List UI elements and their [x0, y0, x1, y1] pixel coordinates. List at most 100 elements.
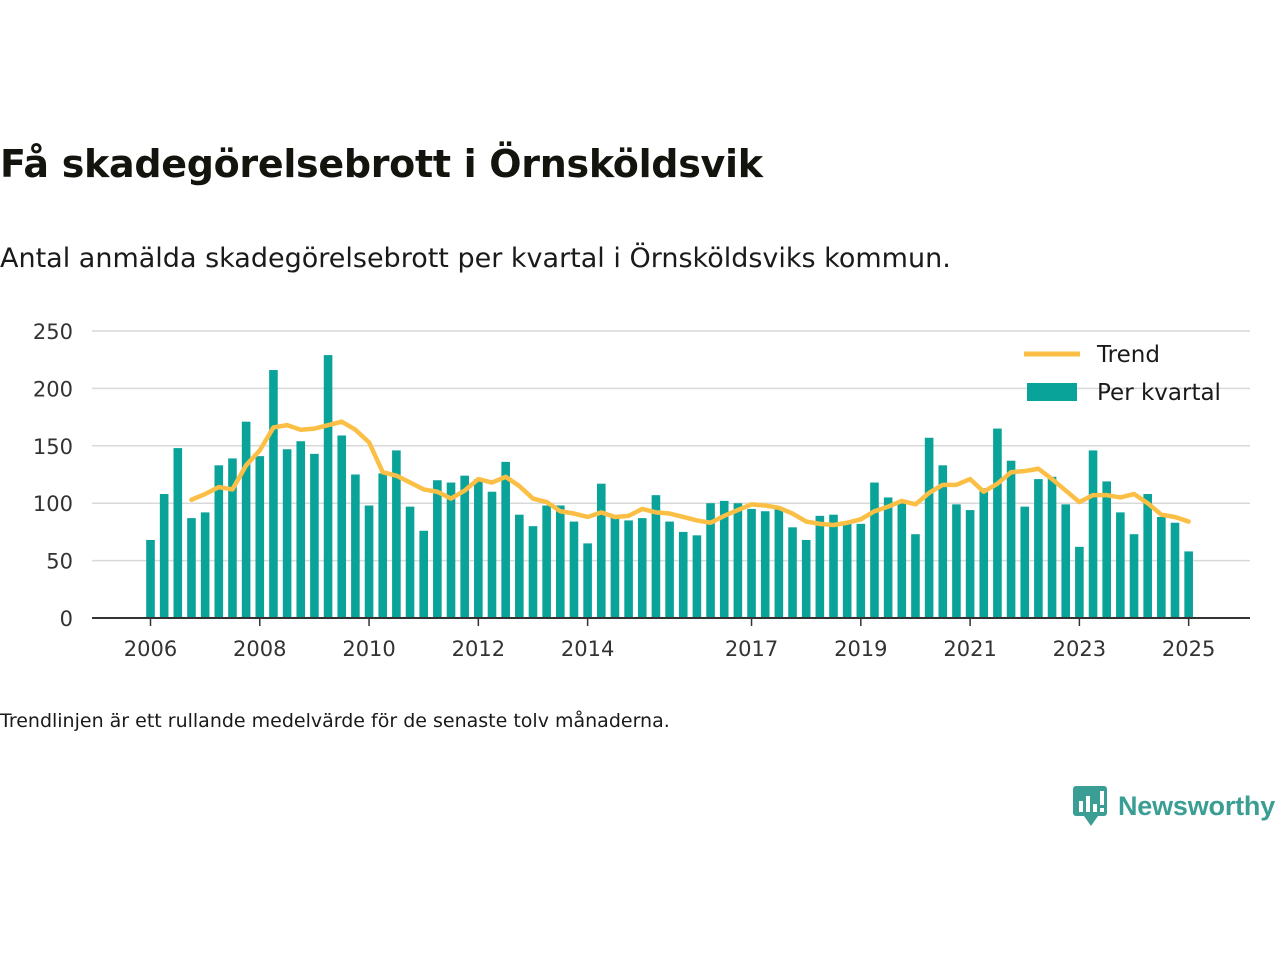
- bar: [569, 521, 579, 618]
- bar: [364, 505, 374, 618]
- bar: [911, 534, 920, 618]
- bar: [173, 448, 183, 618]
- bar: [788, 527, 797, 618]
- bar: [241, 421, 251, 618]
- bar: [692, 535, 702, 618]
- x-tick-label: 2012: [452, 637, 505, 661]
- bar: [1143, 494, 1152, 618]
- bar: [296, 441, 306, 618]
- y-tick-label: 100: [33, 492, 73, 516]
- y-axis-tick-labels: 0 50 100 150 200 250: [33, 320, 73, 631]
- bar: [378, 473, 388, 618]
- bar: [1184, 551, 1193, 618]
- bar: [678, 531, 688, 618]
- bar: [774, 508, 784, 618]
- bar: [1047, 476, 1057, 618]
- trend-line-layer: [189, 419, 1191, 528]
- x-tick-label: 2014: [561, 637, 614, 661]
- bar: [1034, 479, 1043, 618]
- bar: [637, 518, 647, 618]
- bar: [405, 506, 415, 618]
- y-tick-label: 200: [33, 377, 73, 401]
- brand-name: Newsworthy: [1118, 790, 1276, 821]
- bar-line-chart: 0 50 100 150 200 250 2006 2008 2010 2012 2014 2017…: [33, 320, 1250, 661]
- bar: [897, 503, 907, 618]
- bar: [665, 521, 674, 618]
- bar: [883, 497, 893, 618]
- x-tick-label: 2006: [124, 637, 177, 661]
- bar: [760, 511, 770, 618]
- bar: [433, 480, 442, 618]
- bar: [200, 512, 210, 618]
- bar: [747, 508, 756, 618]
- bar: [1102, 481, 1111, 618]
- bar: [979, 488, 989, 618]
- bar: [952, 504, 961, 618]
- legend: Trend Per kvartal: [1024, 342, 1221, 406]
- bar: [856, 523, 866, 618]
- bar: [419, 530, 428, 618]
- y-tick-label: 0: [60, 607, 73, 631]
- bar: [801, 539, 811, 618]
- chart-title: Få skadegörelsebrott i Örnsköldsvik: [0, 142, 763, 186]
- bar: [528, 526, 538, 618]
- legend-trend-label: Trend: [1096, 342, 1160, 368]
- bar: [1170, 522, 1180, 618]
- bar: [228, 458, 237, 618]
- bar: [392, 450, 401, 618]
- x-tick-label: 2019: [834, 637, 887, 661]
- bar: [487, 491, 497, 618]
- bar: [159, 494, 169, 618]
- trend-line: [189, 419, 1191, 528]
- x-tick-label: 2021: [943, 637, 996, 661]
- bar: [269, 370, 278, 618]
- bar: [829, 514, 838, 618]
- bar: [815, 515, 825, 618]
- bar: [515, 514, 524, 618]
- bar: [501, 461, 510, 618]
- bar: [1075, 546, 1084, 618]
- bar: [993, 428, 1002, 618]
- bar: [924, 437, 934, 618]
- x-tick-label: 2017: [725, 637, 778, 661]
- y-tick-label: 150: [33, 435, 73, 459]
- footnote: Trendlinjen är ett rullande medelvärde f…: [0, 710, 670, 732]
- x-tick-label: 2010: [342, 637, 395, 661]
- x-tick-label: 2008: [233, 637, 286, 661]
- x-tick-label: 2025: [1162, 637, 1215, 661]
- bar: [596, 483, 606, 618]
- bar: [719, 500, 729, 618]
- bar: [310, 453, 319, 618]
- x-tick-label: 2023: [1053, 637, 1106, 661]
- bar: [255, 456, 265, 618]
- bar: [1061, 504, 1071, 618]
- chart-subtitle: Antal anmälda skadegörelsebrott per kvar…: [0, 243, 951, 274]
- bar: [337, 435, 347, 618]
- bar: [706, 503, 715, 618]
- bar: [842, 522, 852, 618]
- bar: [938, 465, 948, 618]
- bar: [1006, 460, 1016, 618]
- bar: [446, 482, 456, 618]
- newsworthy-logo[interactable]: Newsworthy: [1072, 784, 1275, 828]
- bar: [187, 518, 196, 618]
- bar: [1020, 506, 1030, 618]
- bar: [351, 474, 360, 618]
- bars-per-kvartal: [146, 355, 1193, 618]
- bar: [542, 505, 551, 618]
- bar: [624, 520, 633, 618]
- legend-bar-swatch: [1027, 383, 1077, 401]
- bar: [474, 479, 483, 618]
- legend-bar-label: Per kvartal: [1097, 380, 1221, 406]
- newsworthy-logo-icon: [1073, 786, 1107, 826]
- bar: [146, 539, 155, 618]
- bar: [214, 465, 224, 618]
- bar: [460, 475, 469, 618]
- bar: [1088, 450, 1098, 618]
- bar: [651, 495, 661, 618]
- bar: [965, 510, 975, 618]
- y-tick-label: 250: [33, 320, 73, 344]
- bar: [1157, 516, 1166, 618]
- bar: [1129, 534, 1139, 618]
- bar: [556, 505, 565, 618]
